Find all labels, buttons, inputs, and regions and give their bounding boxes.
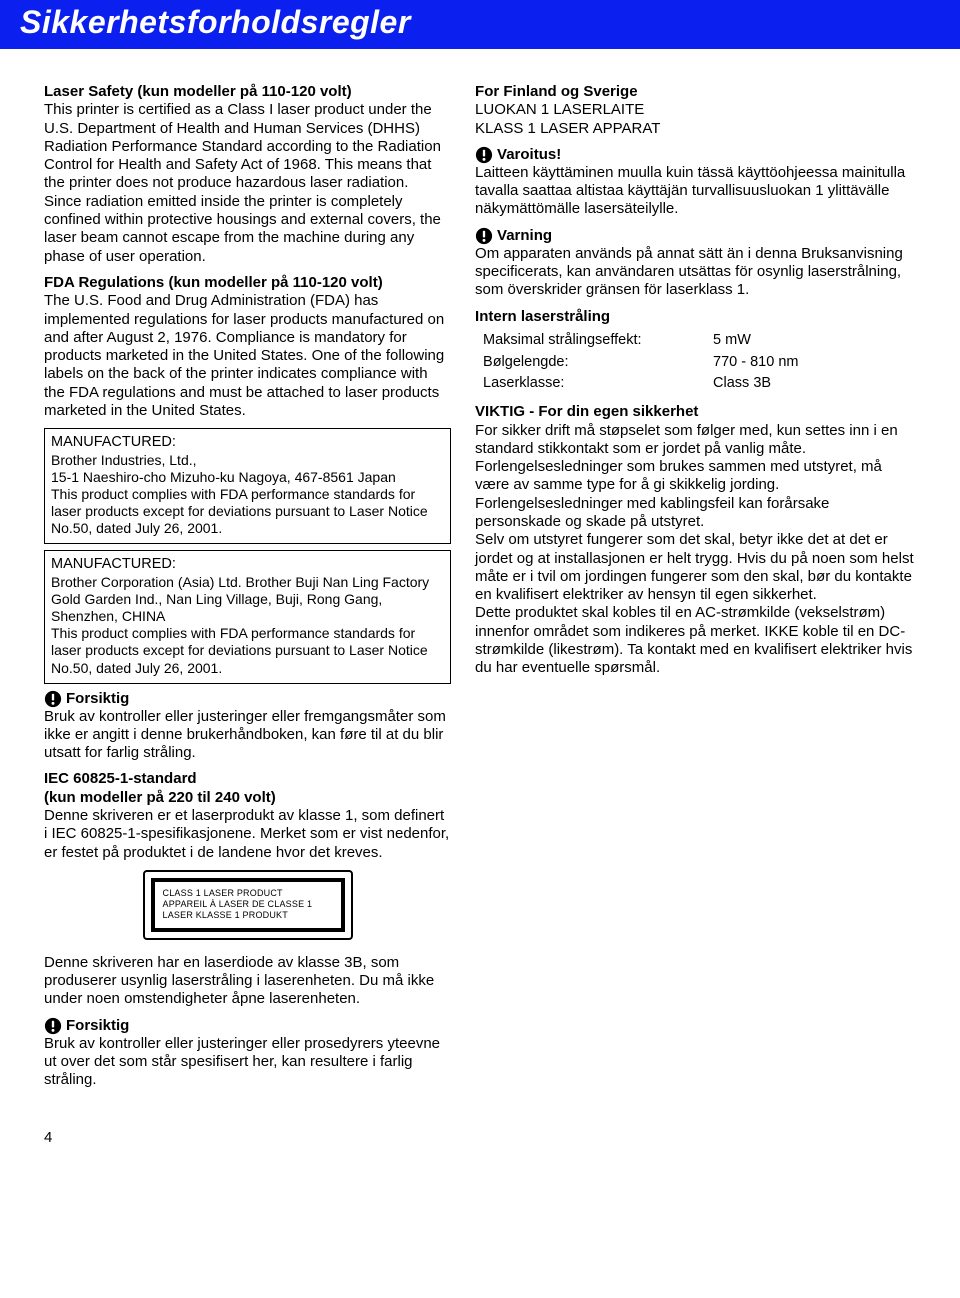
left-column: Laser Safety (kun modeller på 110-120 vo… xyxy=(44,83,451,1097)
spec-key: Maksimal strålingseffekt: xyxy=(483,330,713,352)
intern-spec-table: Maksimal strålingseffekt: 5 mW Bølgeleng… xyxy=(483,330,916,395)
finland-line2: KLASS 1 LASER APPARAT xyxy=(475,120,660,137)
forsiktig-1-header: Forsiktig xyxy=(44,690,451,708)
laser-safety-body: This printer is certified as a Class I l… xyxy=(44,101,441,264)
fda-body: The U.S. Food and Drug Administration (F… xyxy=(44,292,444,419)
spec-key: Bølgelengde: xyxy=(483,352,713,374)
spec-row: Laserklasse: Class 3B xyxy=(483,373,916,395)
box1-mfr-label: MANUFACTURED: xyxy=(51,434,176,450)
iec-heading-1: IEC 60825-1-standard xyxy=(44,770,197,787)
manufactured-box-1: MANUFACTURED: Brother Industries, Ltd., … xyxy=(44,428,451,544)
right-column: For Finland og Sverige LUOKAN 1 LASERLAI… xyxy=(475,83,916,1097)
viktig-body: For sikker drift må støpselet som følger… xyxy=(475,422,914,677)
forsiktig-1-body: Bruk av kontroller eller justeringer ell… xyxy=(44,708,451,763)
warning-icon xyxy=(44,1017,62,1035)
page-title: Sikkerhetsforholdsregler xyxy=(20,4,940,41)
laser-safety-block: Laser Safety (kun modeller på 110-120 vo… xyxy=(44,83,451,266)
varoitus-label: Varoitus! xyxy=(497,146,561,163)
iec-body: Denne skriveren er et laserprodukt av kl… xyxy=(44,807,449,861)
intern-heading-wrap: Intern laserstråling xyxy=(475,308,916,326)
spec-val: 770 - 810 nm xyxy=(713,352,798,374)
fda-heading: FDA Regulations (kun modeller på 110-120… xyxy=(44,274,383,291)
box1-compliance: This product complies with FDA performan… xyxy=(51,486,428,536)
spec-val: Class 3B xyxy=(713,373,771,395)
laser-label-line1: CLASS 1 LASER PRODUCT xyxy=(163,888,333,899)
box1-name: Brother Industries, Ltd., xyxy=(51,452,197,468)
diode-body: Denne skriveren har en laserdiode av kla… xyxy=(44,954,451,1009)
warning-icon xyxy=(475,227,493,245)
varoitus-header: Varoitus! xyxy=(475,146,916,164)
content-area: Laser Safety (kun modeller på 110-120 vo… xyxy=(0,49,960,1117)
forsiktig-2-body: Bruk av kontroller eller justeringer ell… xyxy=(44,1035,451,1090)
iec-block: IEC 60825-1-standard (kun modeller på 22… xyxy=(44,770,451,861)
finland-block: For Finland og Sverige LUOKAN 1 LASERLAI… xyxy=(475,83,916,138)
warning-icon xyxy=(475,146,493,164)
laser-label-line2: APPAREIL À LASER DE CLASSE 1 xyxy=(163,899,333,910)
page-number: 4 xyxy=(0,1117,960,1164)
forsiktig-2-label: Forsiktig xyxy=(66,1017,129,1034)
manufactured-box-2: MANUFACTURED: Brother Corporation (Asia)… xyxy=(44,550,451,683)
varning-label: Varning xyxy=(497,227,552,244)
spec-row: Bølgelengde: 770 - 810 nm xyxy=(483,352,916,374)
varning-header: Varning xyxy=(475,227,916,245)
varoitus-body: Laitteen käyttäminen muulla kuin tässä k… xyxy=(475,164,916,219)
laser-safety-heading: Laser Safety (kun modeller på 110-120 vo… xyxy=(44,83,352,100)
box2-compliance: This product complies with FDA performan… xyxy=(51,625,428,675)
finland-line1: LUOKAN 1 LASERLAITE xyxy=(475,101,644,118)
varning-body: Om apparaten används på annat sätt än i … xyxy=(475,245,916,300)
iec-heading-2: (kun modeller på 220 til 240 volt) xyxy=(44,789,276,806)
title-bar: Sikkerhetsforholdsregler xyxy=(0,0,960,49)
spec-row: Maksimal strålingseffekt: 5 mW xyxy=(483,330,916,352)
finland-heading: For Finland og Sverige xyxy=(475,83,638,100)
laser-label-graphic: CLASS 1 LASER PRODUCT APPAREIL À LASER D… xyxy=(44,870,451,940)
forsiktig-2-header: Forsiktig xyxy=(44,1017,451,1035)
box1-addr: 15-1 Naeshiro-cho Mizuho-ku Nagoya, 467-… xyxy=(51,469,396,485)
intern-heading: Intern laserstråling xyxy=(475,308,610,325)
spec-val: 5 mW xyxy=(713,330,751,352)
box2-mfr-label: MANUFACTURED: xyxy=(51,556,176,572)
fda-block: FDA Regulations (kun modeller på 110-120… xyxy=(44,274,451,420)
spec-key: Laserklasse: xyxy=(483,373,713,395)
warning-icon xyxy=(44,690,62,708)
box2-name: Brother Corporation (Asia) Ltd. Brother … xyxy=(51,574,429,624)
viktig-block: VIKTIG - For din egen sikkerhet For sikk… xyxy=(475,403,916,677)
forsiktig-1-label: Forsiktig xyxy=(66,690,129,707)
viktig-heading: VIKTIG - For din egen sikkerhet xyxy=(475,403,698,420)
laser-label-line3: LASER KLASSE 1 PRODUKT xyxy=(163,910,333,921)
